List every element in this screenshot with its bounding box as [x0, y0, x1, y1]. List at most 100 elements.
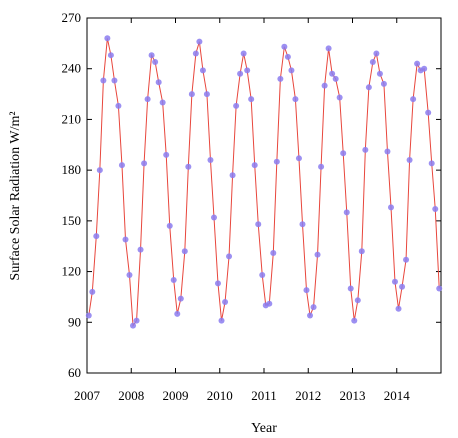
data-point [196, 38, 203, 45]
x-tick-label: 2009 [163, 388, 189, 403]
data-point [321, 82, 328, 89]
data-point [237, 70, 244, 77]
data-point [365, 84, 372, 91]
data-point [185, 163, 192, 170]
x-tick-label: 2013 [340, 388, 366, 403]
x-tick-label: 2011 [251, 388, 277, 403]
data-point [399, 283, 406, 290]
data-point [89, 288, 96, 295]
data-point [126, 271, 133, 278]
data-point [436, 285, 443, 292]
data-point [270, 249, 277, 256]
x-axis-ticks: 2007 2008 2009 2010 2011 2012 2013 2014 [74, 18, 410, 403]
data-point [318, 163, 325, 170]
data-point [292, 96, 299, 103]
data-point [170, 277, 177, 284]
data-point [130, 322, 137, 329]
data-point [226, 253, 233, 260]
data-point [362, 146, 369, 153]
data-point [122, 236, 129, 243]
data-point [141, 160, 148, 167]
x-tick-label: 2012 [295, 388, 321, 403]
data-point [188, 91, 195, 98]
data-point [273, 158, 280, 165]
data-point [118, 162, 125, 169]
data-point [104, 35, 111, 42]
data-point [284, 53, 291, 60]
data-point [325, 45, 332, 52]
data-point [358, 248, 365, 255]
data-point [222, 299, 229, 305]
data-point [137, 246, 144, 253]
data-point [410, 96, 417, 103]
data-point [395, 305, 402, 312]
data-point [314, 251, 321, 258]
data-point [203, 91, 210, 98]
x-tick-label: 2007 [74, 388, 101, 403]
data-point [177, 295, 184, 302]
series-line [88, 38, 440, 328]
data-point [266, 300, 273, 307]
data-point [144, 96, 151, 103]
plot-frame [86, 17, 442, 374]
data-point [155, 79, 162, 86]
data-point [428, 160, 435, 167]
x-axis-title: Year [251, 421, 277, 436]
data-point [391, 278, 398, 285]
data-point [229, 172, 236, 179]
data-point [152, 58, 159, 65]
data-point [406, 157, 413, 163]
data-point [210, 214, 217, 221]
data-point [107, 52, 114, 59]
x-tick-label: 2014 [384, 388, 411, 403]
data-point [336, 94, 343, 101]
y-tick-label: 270 [62, 10, 82, 25]
data-point [199, 67, 206, 74]
data-point [207, 157, 214, 163]
data-point [251, 162, 258, 169]
data-point [340, 150, 347, 157]
data-point [380, 80, 387, 87]
data-point [159, 99, 166, 106]
data-point [163, 151, 170, 158]
y-axis-title: Surface Solar Radiation W/m² [8, 111, 23, 280]
data-point [425, 109, 432, 116]
data-point [421, 65, 428, 72]
data-point [295, 155, 302, 162]
data-point [303, 287, 310, 294]
y-tick-label: 120 [62, 264, 82, 279]
data-point [347, 285, 354, 292]
y-tick-label: 60 [68, 365, 81, 380]
data-point [369, 58, 376, 65]
data-point [384, 148, 391, 155]
data-point [181, 248, 188, 255]
data-point [281, 43, 288, 50]
data-point [85, 312, 92, 319]
data-point [93, 233, 100, 240]
data-point [218, 317, 225, 324]
data-point [373, 50, 380, 57]
data-point [166, 222, 173, 229]
data-point [96, 167, 103, 174]
data-point [354, 297, 361, 304]
y-tick-label: 90 [68, 314, 81, 329]
data-point [244, 67, 251, 74]
data-point [376, 70, 383, 77]
data-point [248, 96, 255, 103]
data-point [148, 52, 155, 59]
data-point [414, 60, 421, 67]
data-point [192, 50, 199, 57]
data-point [387, 204, 394, 211]
data-point [307, 312, 314, 319]
data-point [351, 317, 358, 324]
data-point [332, 75, 339, 82]
data-point [255, 221, 262, 228]
data-point [343, 209, 350, 216]
data-point [403, 256, 410, 263]
data-point [115, 102, 122, 109]
x-tick-label: 2010 [207, 388, 233, 403]
data-point [133, 317, 140, 324]
data-point [259, 271, 266, 278]
data-point [432, 206, 439, 213]
